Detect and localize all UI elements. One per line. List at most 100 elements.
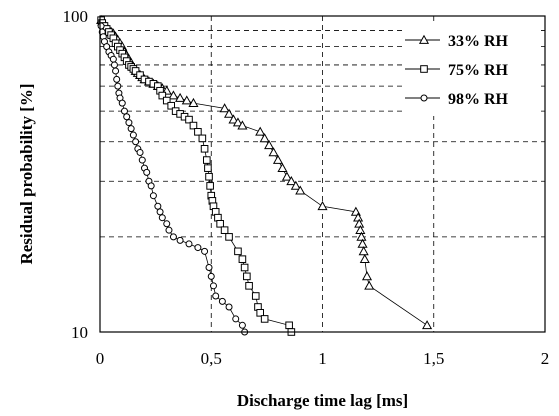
data-point-triangle	[224, 108, 235, 118]
data-point-triangle	[277, 162, 288, 173]
data-point-circle	[201, 247, 209, 255]
data-point-circle	[165, 226, 173, 234]
data-point-triangle	[361, 271, 373, 281]
data-point-triangle	[356, 231, 367, 241]
data-point-circle	[163, 220, 171, 228]
data-point-circle	[97, 22, 105, 30]
series-line-circle	[100, 25, 245, 333]
data-point-triangle	[364, 280, 375, 290]
legend-label-triangle: 33% RH	[448, 33, 509, 50]
legend-label-circle: 98% RH	[448, 91, 509, 108]
data-point-square	[204, 164, 212, 172]
data-point-triangle	[181, 95, 192, 105]
data-point-circle	[127, 125, 135, 133]
data-point-triangle	[175, 92, 186, 102]
data-point-circle	[194, 244, 202, 252]
data-point-triangle	[317, 201, 328, 211]
data-point-circle	[232, 315, 240, 323]
data-point-circle	[238, 321, 246, 329]
data-point-triangle	[281, 171, 292, 181]
data-point-triangle	[422, 320, 433, 330]
data-point-circle	[138, 156, 146, 164]
x-tick-label: 2	[541, 349, 550, 368]
data-point-square	[131, 67, 140, 75]
data-point-circle	[225, 303, 233, 311]
data-point-square	[238, 255, 247, 263]
series-lines	[100, 19, 428, 333]
data-point-circle	[114, 82, 122, 90]
data-point-circle	[110, 61, 118, 69]
data-point-triangle	[168, 90, 179, 100]
data-point-square	[203, 156, 211, 164]
data-point-circle	[125, 119, 133, 127]
data-point-square	[216, 219, 224, 228]
data-point-square	[200, 144, 209, 153]
data-point-circle	[112, 67, 120, 75]
x-tick-label: 0	[96, 349, 105, 368]
data-point-circle	[109, 55, 117, 63]
data-point-square	[158, 91, 167, 100]
data-point-circle	[218, 297, 226, 305]
data-point-circle	[123, 113, 131, 121]
data-point-circle	[176, 236, 184, 244]
data-point-square	[194, 128, 202, 136]
x-tick-label: 1	[318, 349, 327, 368]
data-point-triangle	[264, 139, 275, 150]
data-point-triangle	[228, 114, 239, 124]
data-point-triangle	[286, 176, 297, 186]
data-point-circle	[118, 99, 126, 107]
data-point-triangle	[232, 117, 243, 127]
data-point-circle	[129, 131, 137, 139]
data-point-circle	[205, 263, 213, 271]
x-tick-labels: 0 0,5 1 1,5 2	[96, 349, 550, 368]
data-point-square	[234, 247, 242, 256]
series-square-points	[97, 16, 296, 336]
data-point-square	[189, 121, 198, 130]
data-point-square	[136, 71, 144, 79]
y-axis-title: Residual probability [%]	[17, 83, 36, 264]
data-point-circle	[132, 138, 140, 146]
data-point-circle	[185, 240, 193, 248]
y-tick-label: 100	[63, 7, 89, 26]
data-point-circle	[158, 214, 166, 222]
data-point-square	[205, 172, 213, 181]
x-axis-title: Discharge time lag [ms]	[237, 391, 408, 410]
series-markers	[96, 14, 433, 336]
legend-marker-circle	[420, 94, 428, 102]
data-point-triangle	[295, 185, 306, 195]
data-point-square	[167, 101, 175, 110]
data-point-square	[225, 233, 233, 241]
legend-marker-triangle	[418, 34, 430, 44]
data-point-square	[220, 226, 229, 234]
data-point-square	[206, 182, 214, 190]
data-point-square	[198, 134, 207, 143]
legend: 33% RH 75% RH 98% RH	[402, 24, 540, 116]
legend-label-square: 75% RH	[448, 62, 509, 79]
data-point-triangle	[272, 154, 284, 164]
data-point-square	[243, 272, 251, 281]
data-point-triangle	[259, 133, 270, 143]
data-point-circle	[147, 182, 155, 190]
data-point-triangle	[290, 180, 301, 190]
x-tick-label: 1,5	[423, 349, 444, 368]
data-point-triangle	[219, 103, 230, 113]
data-point-square	[256, 309, 264, 317]
y-tick-label: 10	[71, 323, 88, 342]
data-point-circle	[212, 292, 220, 300]
data-point-circle	[156, 208, 164, 216]
data-point-circle	[154, 202, 162, 210]
data-point-circle	[169, 233, 177, 241]
data-point-triangle	[237, 120, 248, 130]
y-tick-labels: 10 100	[63, 7, 89, 342]
data-point-circle	[209, 282, 217, 290]
data-point-square	[162, 96, 171, 105]
data-point-square	[260, 315, 269, 323]
data-point-circle	[120, 107, 128, 115]
data-point-square	[285, 321, 293, 330]
data-point-square	[240, 263, 249, 272]
data-point-square	[245, 282, 253, 290]
data-point-triangle	[255, 126, 266, 136]
data-point-square	[251, 292, 260, 300]
data-point-circle	[143, 168, 151, 176]
